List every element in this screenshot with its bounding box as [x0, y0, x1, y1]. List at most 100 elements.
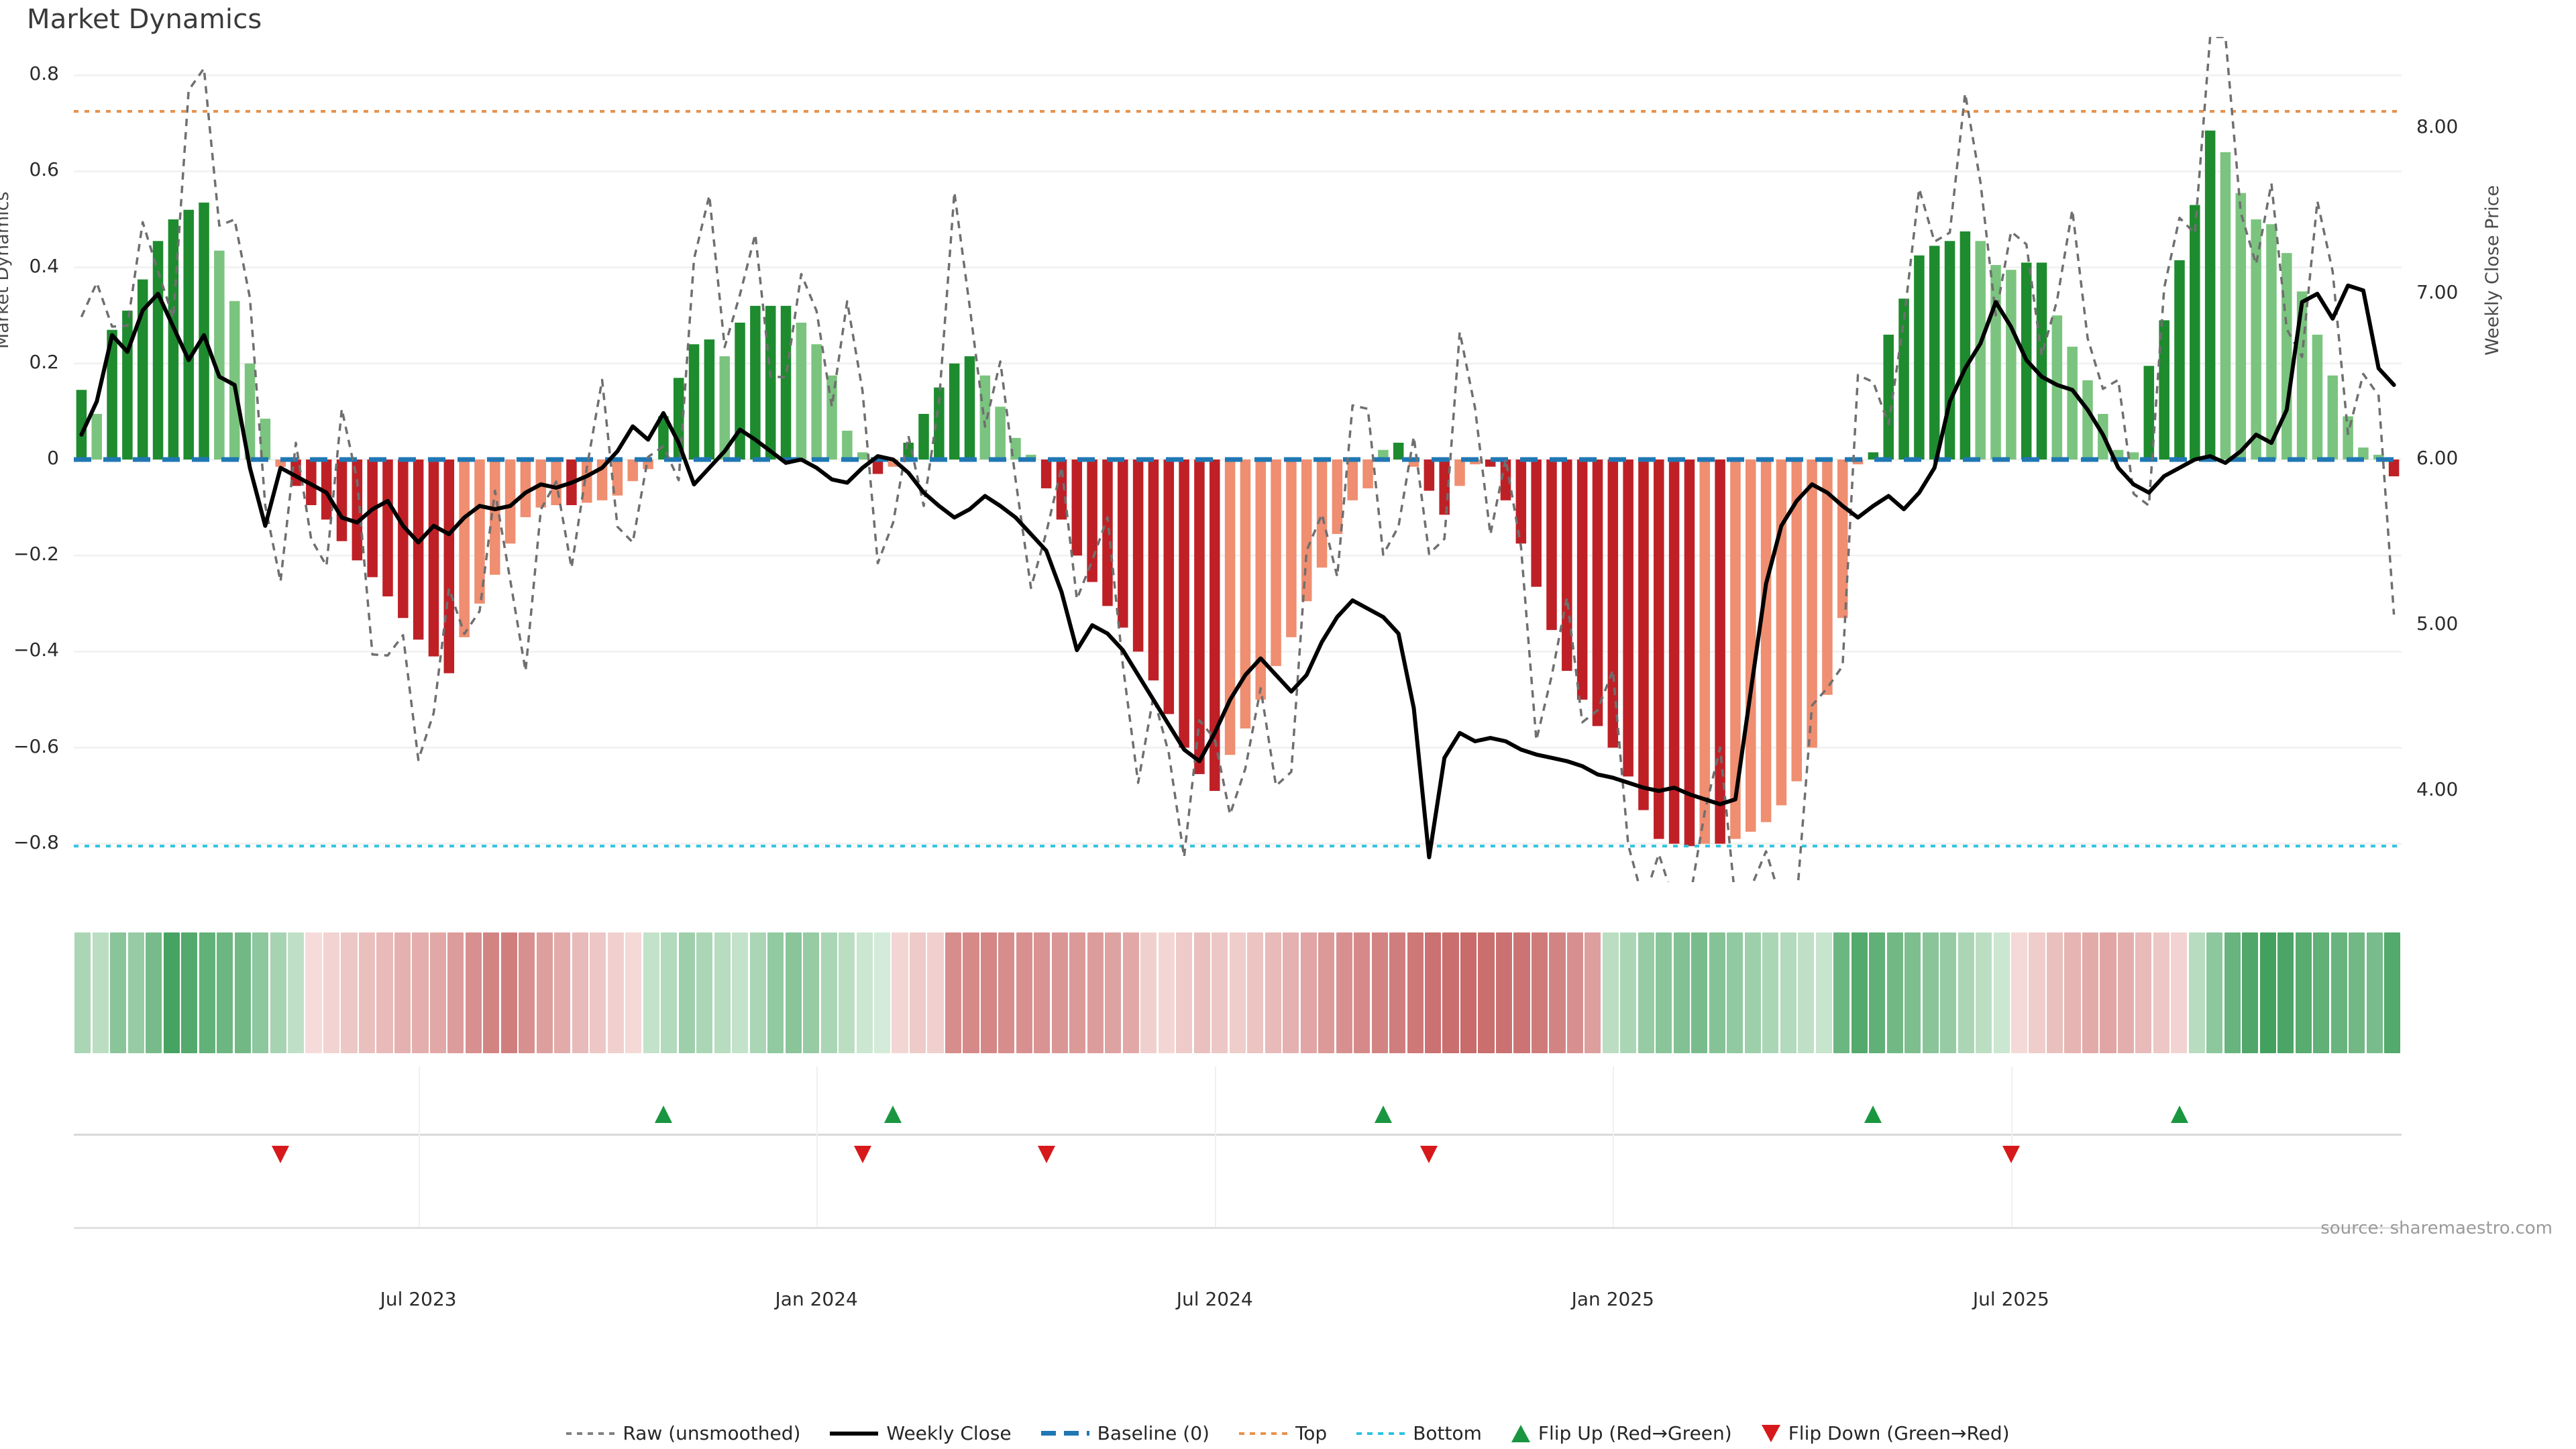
bar [1914, 255, 1925, 460]
left-tick-label: 0.8 [29, 62, 59, 85]
bar [2312, 334, 2323, 460]
bar [1883, 334, 1894, 460]
legend-label: Weekly Close [886, 1422, 1012, 1444]
bar [2220, 152, 2231, 460]
right-tick-label: 6.00 [2416, 447, 2459, 469]
legend-item[interactable]: Weekly Close [830, 1422, 1012, 1444]
bar [382, 460, 393, 597]
flip-up-marker-icon[interactable] [654, 1106, 672, 1123]
heat-strip-cell [1158, 932, 1175, 1053]
bar [811, 344, 822, 460]
bar [443, 460, 455, 674]
right-axis-label: Weekly Close Price [2482, 184, 2503, 356]
heat-strip-cell [1193, 932, 1210, 1053]
x-tick-label: Jan 2025 [1571, 1288, 1654, 1310]
legend-item[interactable]: Flip Up (Red→Green) [1511, 1422, 1732, 1444]
solid-black-line-icon [830, 1431, 879, 1436]
heat-strip-cell [1300, 932, 1317, 1053]
heat-strip-cell [92, 932, 109, 1053]
heat-strip-cell [2366, 932, 2383, 1053]
heat-strip-cell [856, 932, 873, 1053]
bar [1347, 460, 1358, 500]
flip-up-marker-icon[interactable] [884, 1106, 902, 1123]
heat-strip-cell [2224, 932, 2241, 1053]
heat-strip-cell [341, 932, 358, 1053]
heat-strip-cell [714, 932, 731, 1053]
heat-strip-cell [1993, 932, 2010, 1053]
heat-strip-cell [2295, 932, 2312, 1053]
bar [1148, 460, 1159, 681]
flip-up-marker-icon[interactable] [2170, 1106, 2188, 1123]
flip-down-marker-icon[interactable] [1420, 1146, 1438, 1163]
heat-strip-cell [1531, 932, 1548, 1053]
heat-strip-cell [1051, 932, 1068, 1053]
legend-label: Flip Up (Red→Green) [1538, 1422, 1732, 1444]
flip-up-marker-icon[interactable] [1374, 1106, 1392, 1123]
heat-strip-cell [376, 932, 393, 1053]
heat-strip-cell [1798, 932, 1815, 1053]
bar [1255, 460, 1267, 700]
heat-strip-cell [963, 932, 979, 1053]
dotted-orange-line-icon [1238, 1432, 1287, 1435]
heat-strip-cell [803, 932, 820, 1053]
bar [1040, 460, 1052, 488]
heat-strip-cell [2242, 932, 2259, 1053]
heat-strip-cell [1212, 932, 1228, 1053]
bar [1132, 460, 1144, 652]
flip-down-marker-icon[interactable] [853, 1146, 871, 1163]
legend-item[interactable]: Baseline (0) [1040, 1422, 1210, 1444]
heat-strip-cell [2384, 932, 2401, 1053]
heat-strip-cell [252, 932, 269, 1053]
bar [275, 460, 286, 467]
bar [1194, 460, 1205, 774]
left-tick-label: −0.2 [13, 543, 59, 566]
bar [474, 460, 485, 604]
legend-label: Baseline (0) [1097, 1422, 1210, 1444]
heat-strip-cell [1851, 932, 1868, 1053]
flip-down-marker-icon[interactable] [1037, 1146, 1055, 1163]
heat-strip-cell [1495, 932, 1513, 1053]
bar [504, 460, 516, 544]
main-plot-area [74, 37, 2402, 882]
bar [627, 460, 639, 482]
bar [1546, 460, 1557, 631]
bar [2036, 262, 2047, 460]
heat-strip-cell [127, 932, 144, 1053]
right-tick-label: 7.00 [2416, 280, 2459, 303]
bar [2373, 454, 2384, 460]
flip-down-marker-icon[interactable] [272, 1146, 290, 1163]
heat-strip-cell [217, 932, 233, 1053]
bar [1301, 460, 1312, 602]
heat-strip-cell [1513, 932, 1530, 1053]
x-tick-label: Jul 2023 [380, 1288, 457, 1310]
flip-down-marker-icon[interactable] [2002, 1146, 2020, 1163]
heat-strip-cell [1549, 932, 1566, 1053]
legend-item[interactable]: Flip Down (Green→Red) [1761, 1422, 2010, 1444]
bar [1746, 460, 1756, 832]
heat-strip-cell [767, 932, 784, 1053]
heat-strip-cell [1389, 932, 1406, 1053]
heat-strip-cell [1016, 932, 1032, 1053]
legend-item[interactable]: Raw (unsmoothed) [566, 1422, 800, 1444]
bar [1944, 241, 1955, 460]
heat-strip-cell [2349, 932, 2365, 1053]
legend-label: Top [1295, 1422, 1328, 1444]
legend-item[interactable]: Top [1238, 1422, 1328, 1444]
bar [2190, 205, 2200, 460]
heat-strip-cell [572, 932, 588, 1053]
heat-strip-cell [696, 932, 713, 1053]
bar [704, 339, 715, 460]
flip-up-marker-icon[interactable] [1864, 1106, 1882, 1123]
right-tick-label: 8.00 [2416, 115, 2459, 138]
bar [1531, 460, 1542, 587]
heat-strip-cell [270, 932, 286, 1053]
heat-strip-cell [590, 932, 606, 1053]
legend-item[interactable]: Bottom [1356, 1422, 1482, 1444]
bar [2112, 449, 2124, 460]
bar [612, 460, 623, 496]
heat-strip-cell [1656, 932, 1672, 1053]
heat-strip-cell [927, 932, 944, 1053]
heat-strip-cell [1336, 932, 1352, 1053]
bar [1623, 460, 1633, 777]
flip-row-gridline [1613, 1067, 1615, 1228]
